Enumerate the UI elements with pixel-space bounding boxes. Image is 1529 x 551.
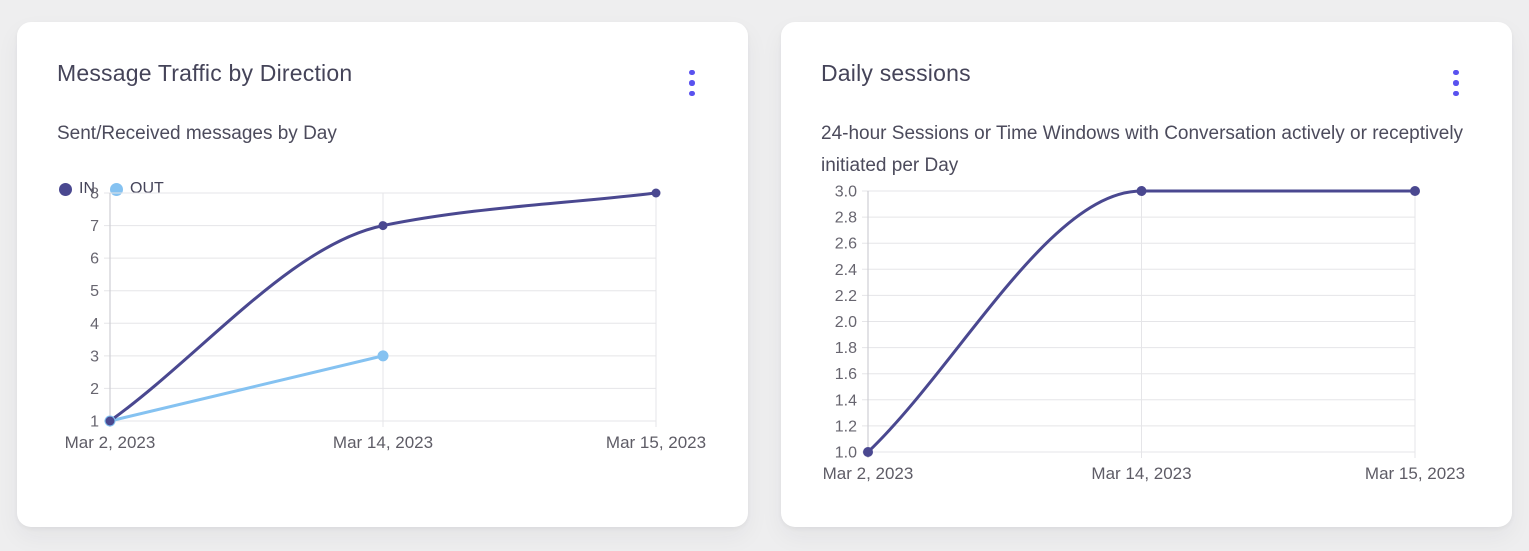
card-menu-button[interactable]: [680, 64, 704, 102]
card-menu-button[interactable]: [1444, 64, 1468, 102]
svg-text:Mar 15, 2023: Mar 15, 2023: [1365, 464, 1465, 483]
svg-text:Mar 15, 2023: Mar 15, 2023: [606, 433, 706, 452]
daily-sessions-chart[interactable]: 1.0 1.2 1.4 1.6 1.8 2.0 2.2 2.4 2.6 2.8 3.0 Mar 2, …: [805, 180, 1495, 500]
svg-text:1.8: 1.8: [835, 340, 857, 357]
card-title: Message Traffic by Direction: [57, 60, 353, 86]
card-message-traffic: Message Traffic by Direction Sent/Receiv…: [17, 22, 748, 527]
kebab-menu-icon: [1444, 64, 1468, 102]
card-subtitle: 24-hour Sessions or Time Windows with Co…: [821, 123, 1464, 176]
svg-text:Mar 2, 2023: Mar 2, 2023: [65, 433, 156, 452]
svg-text:2.4: 2.4: [835, 262, 857, 279]
card-title: Daily sessions: [821, 60, 971, 86]
legend-color-dot: [110, 182, 123, 196]
message-traffic-chart[interactable]: 1 2 3 4 5 6 7 8 Mar 2, 2023 Mar 14, 2023 Mar 15, 2…: [41, 180, 731, 480]
legend-label: IN: [79, 180, 95, 197]
card-subtitle: Sent/Received messages by Day: [57, 123, 337, 144]
card-daily-sessions: Daily sessions 24-hour Sessions or Time …: [781, 22, 1512, 527]
svg-text:Mar 2, 2023: Mar 2, 2023: [823, 464, 914, 483]
svg-text:5: 5: [90, 283, 99, 300]
svg-text:3: 3: [90, 348, 99, 365]
svg-text:2.8: 2.8: [835, 210, 857, 227]
svg-text:7: 7: [90, 218, 99, 235]
legend-color-dot: [59, 182, 72, 196]
svg-text:1.2: 1.2: [835, 418, 857, 435]
svg-text:2: 2: [90, 381, 99, 398]
svg-text:2.2: 2.2: [835, 288, 857, 305]
legend-item-in[interactable]: IN: [59, 180, 95, 198]
kebab-menu-icon: [680, 64, 704, 102]
svg-text:4: 4: [90, 316, 99, 333]
svg-text:1.4: 1.4: [835, 392, 857, 409]
svg-text:1.0: 1.0: [835, 445, 857, 462]
svg-text:3.0: 3.0: [835, 184, 857, 201]
svg-text:1: 1: [90, 414, 99, 431]
svg-text:2.6: 2.6: [835, 236, 857, 253]
svg-text:Mar 14, 2023: Mar 14, 2023: [333, 433, 433, 452]
svg-text:6: 6: [90, 251, 99, 268]
svg-text:Mar 14, 2023: Mar 14, 2023: [1091, 464, 1191, 483]
svg-text:1.6: 1.6: [835, 366, 857, 383]
svg-text:8: 8: [90, 186, 99, 203]
svg-text:2.0: 2.0: [835, 314, 857, 331]
